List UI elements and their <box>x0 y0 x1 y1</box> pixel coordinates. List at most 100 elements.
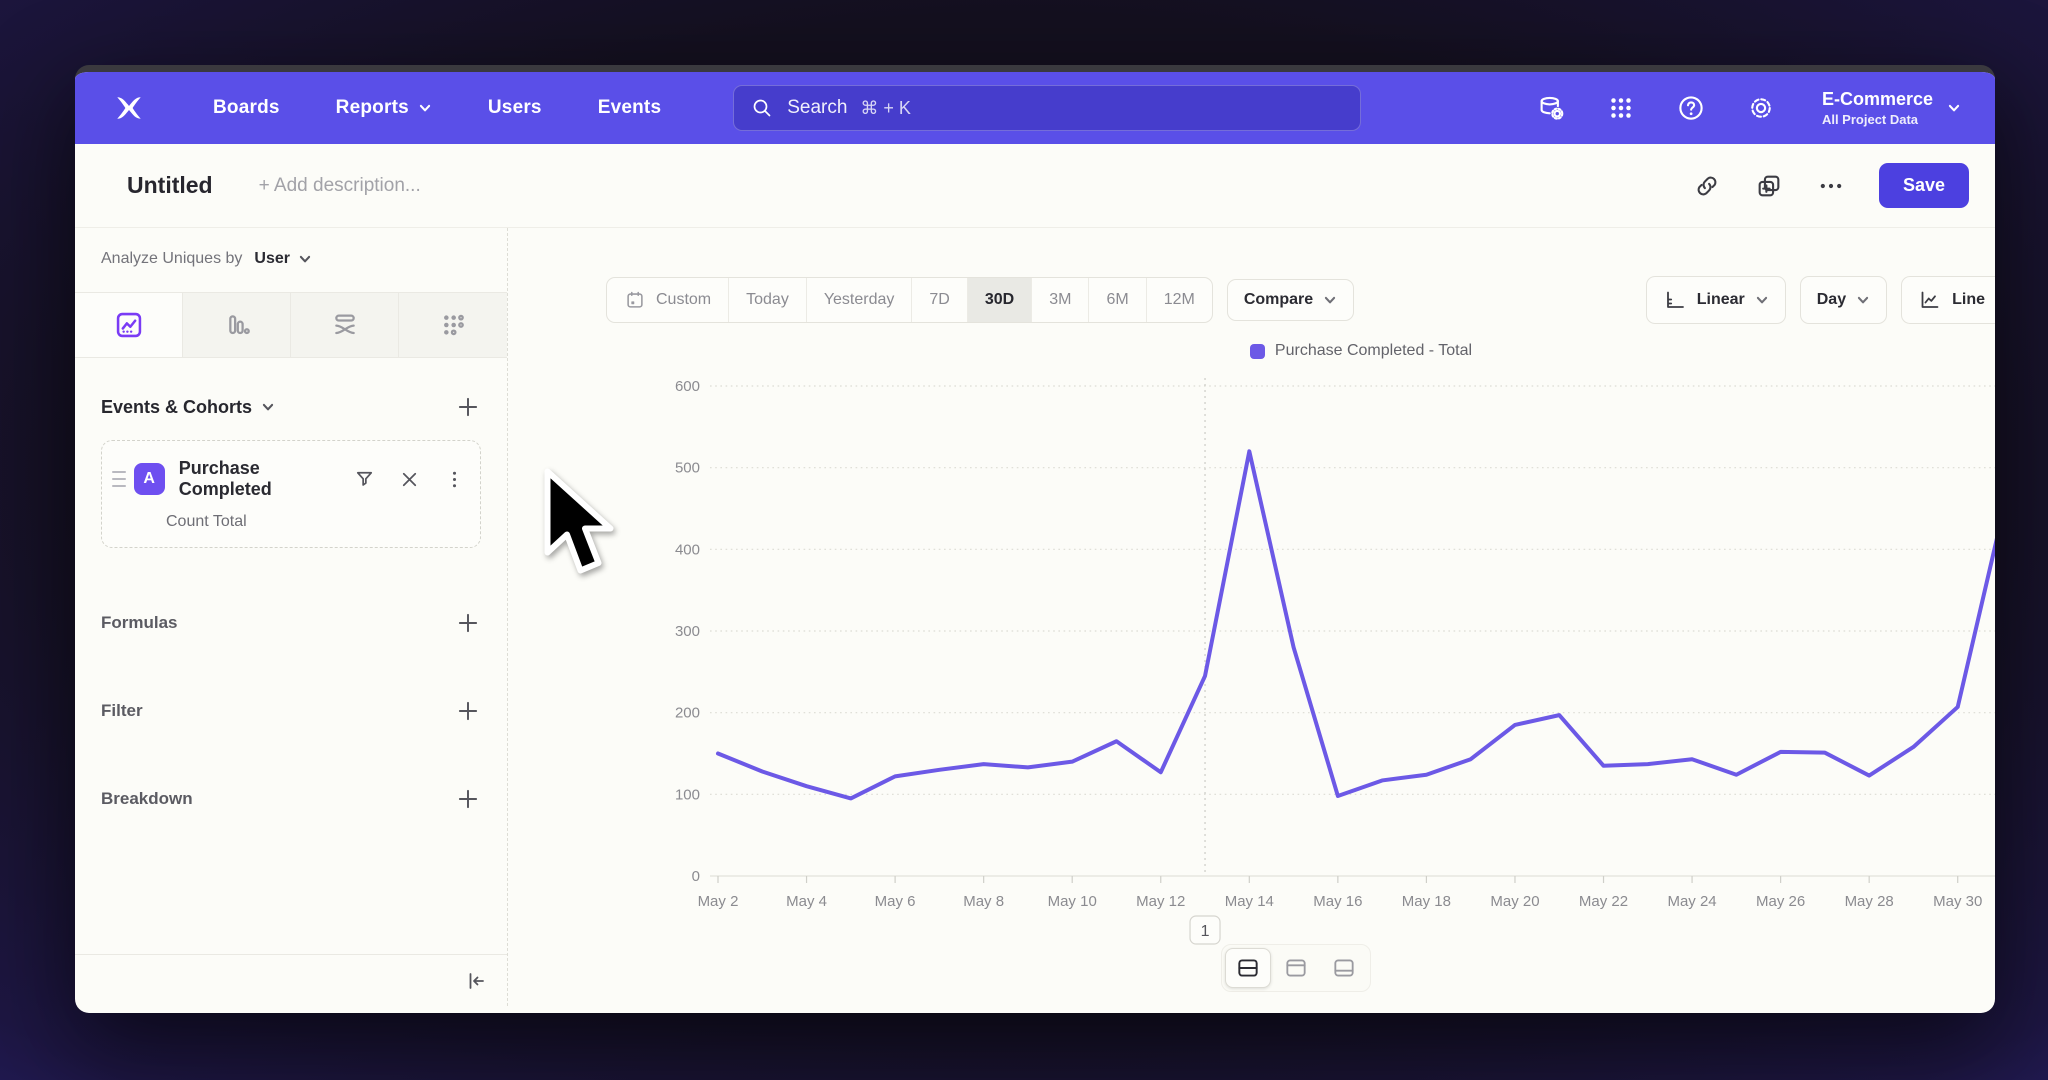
range-today[interactable]: Today <box>729 278 807 322</box>
help-icon[interactable] <box>1676 93 1706 123</box>
range-custom-label: Custom <box>656 291 712 308</box>
svg-text:May 8: May 8 <box>963 893 1004 910</box>
analyze-label: Analyze Uniques by <box>101 250 243 267</box>
chart-type-dropdown[interactable]: Line <box>1901 276 1995 324</box>
line-chart-plot[interactable]: 0 100 200 300 400 500 600 May 2 May 4 May 6 May 8 M… <box>606 364 1995 950</box>
nav-users[interactable]: Users <box>488 97 542 119</box>
layout-split-horizontal-toggle[interactable] <box>1225 948 1271 988</box>
svg-text:500: 500 <box>675 460 700 477</box>
event-letter-badge: A <box>133 463 165 495</box>
mixpanel-logo-icon[interactable] <box>109 88 149 128</box>
tab-funnels[interactable] <box>183 293 291 357</box>
range-yesterday-label: Yesterday <box>823 291 895 308</box>
layout-top-panel-toggle[interactable] <box>1273 948 1319 988</box>
event-card-purchase-completed[interactable]: A Purchase Completed Count Total <box>101 440 481 548</box>
event-metric-dropdown[interactable]: Count Total <box>166 513 247 530</box>
scale-dropdown[interactable]: Linear <box>1645 276 1786 324</box>
bar-chart-icon <box>228 315 250 335</box>
nav-boards[interactable]: Boards <box>213 97 280 119</box>
top-nav: Boards Reports Users Events Search ⌘ + K <box>75 72 1995 144</box>
project-switcher[interactable]: E-Commerce All Project Data <box>1822 89 1961 127</box>
tab-insights[interactable] <box>75 293 183 357</box>
events-cohorts-label: Events & Cohorts <box>101 396 253 417</box>
range-3m[interactable]: 3M <box>1032 278 1090 322</box>
search-icon <box>753 99 771 117</box>
legend-swatch <box>1249 343 1265 359</box>
chart-controls: Custom Today Yesterday 7D 30D 3M 6M 12M … <box>606 276 1995 324</box>
report-title[interactable]: Untitled <box>127 172 213 198</box>
compare-label: Compare <box>1243 291 1314 308</box>
svg-text:May 2: May 2 <box>698 893 739 910</box>
svg-text:600: 600 <box>675 378 700 395</box>
add-event-button[interactable] <box>455 394 481 420</box>
svg-text:May 14: May 14 <box>1225 893 1274 910</box>
svg-text:400: 400 <box>675 541 700 558</box>
scale-label: Linear <box>1696 291 1745 308</box>
svg-text:May 4: May 4 <box>786 893 827 910</box>
flows-icon <box>334 314 355 335</box>
chart-type-label: Line <box>1952 291 1985 308</box>
search-input[interactable]: Search ⌘ + K <box>733 85 1362 131</box>
svg-text:May 16: May 16 <box>1313 893 1362 910</box>
nav-reports-label: Reports <box>335 97 409 118</box>
save-button[interactable]: Save <box>1878 163 1969 208</box>
add-description-field[interactable]: + Add description... <box>258 174 421 196</box>
range-7d[interactable]: 7D <box>912 278 968 322</box>
apps-grid-icon[interactable] <box>1606 93 1636 123</box>
legend-item[interactable]: Purchase Completed - Total <box>1249 342 1472 360</box>
nav-reports[interactable]: Reports <box>336 97 432 119</box>
interval-dropdown[interactable]: Day <box>1799 276 1888 324</box>
interval-label: Day <box>1816 291 1847 308</box>
nav-right-cluster: E-Commerce All Project Data <box>1536 89 1961 127</box>
analyze-value-dropdown[interactable]: User <box>254 250 290 267</box>
more-options-icon[interactable] <box>1817 172 1845 200</box>
query-builder-sidebar: Analyze Uniques by User <box>75 228 508 1006</box>
svg-text:May 22: May 22 <box>1579 893 1628 910</box>
drag-handle[interactable] <box>112 471 126 487</box>
sidebar-footer <box>75 954 507 1006</box>
range-30d[interactable]: 30D <box>967 278 1033 322</box>
insights-line-chart-icon <box>116 312 141 338</box>
event-more-icon[interactable] <box>443 468 466 491</box>
copy-link-icon[interactable] <box>1693 172 1721 200</box>
search-placeholder: Search <box>787 97 848 118</box>
svg-text:May 26: May 26 <box>1756 893 1805 910</box>
tab-retention[interactable] <box>399 293 507 357</box>
filter-label: Filter <box>101 701 143 720</box>
data-management-icon[interactable] <box>1536 93 1566 123</box>
svg-text:1: 1 <box>1201 923 1210 940</box>
add-breakdown-button[interactable] <box>455 786 481 812</box>
svg-text:May 28: May 28 <box>1845 893 1894 910</box>
chart-legend: Purchase Completed - Total <box>696 342 1995 360</box>
range-custom[interactable]: Custom <box>607 278 730 322</box>
analyze-uniques-row: Analyze Uniques by User <box>101 250 481 268</box>
nav-events[interactable]: Events <box>598 97 662 119</box>
settings-gear-icon[interactable] <box>1746 93 1776 123</box>
search-shortcut: ⌘ + K <box>860 97 911 118</box>
layout-bottom-panel-toggle[interactable] <box>1321 948 1367 988</box>
svg-text:May 6: May 6 <box>875 893 916 910</box>
range-12m[interactable]: 12M <box>1147 278 1212 322</box>
linear-axis-icon <box>1666 291 1684 308</box>
events-cohorts-toggle[interactable]: Events & Cohorts <box>101 397 275 418</box>
svg-text:0: 0 <box>692 868 700 885</box>
content-area: Analyze Uniques by User <box>75 228 1995 1006</box>
add-filter-button[interactable] <box>455 698 481 724</box>
duplicate-icon[interactable] <box>1755 172 1783 200</box>
breakdown-label: Breakdown <box>101 789 193 808</box>
filter-section: Filter <box>101 698 481 724</box>
filter-funnel-icon[interactable] <box>353 468 376 491</box>
range-6m-label: 6M <box>1106 291 1129 308</box>
layout-toggle-group <box>1221 944 1371 992</box>
compare-button[interactable]: Compare <box>1226 279 1355 321</box>
chevron-down-icon <box>1948 104 1960 112</box>
remove-event-icon[interactable] <box>398 468 421 491</box>
add-formula-button[interactable] <box>455 610 481 636</box>
range-6m[interactable]: 6M <box>1089 278 1147 322</box>
event-name[interactable]: Purchase Completed <box>178 458 272 499</box>
tab-flows[interactable] <box>291 293 399 357</box>
range-yesterday[interactable]: Yesterday <box>807 278 913 322</box>
svg-text:May 24: May 24 <box>1667 893 1716 910</box>
formulas-section: Formulas <box>101 610 481 636</box>
collapse-sidebar-icon[interactable] <box>463 969 487 993</box>
